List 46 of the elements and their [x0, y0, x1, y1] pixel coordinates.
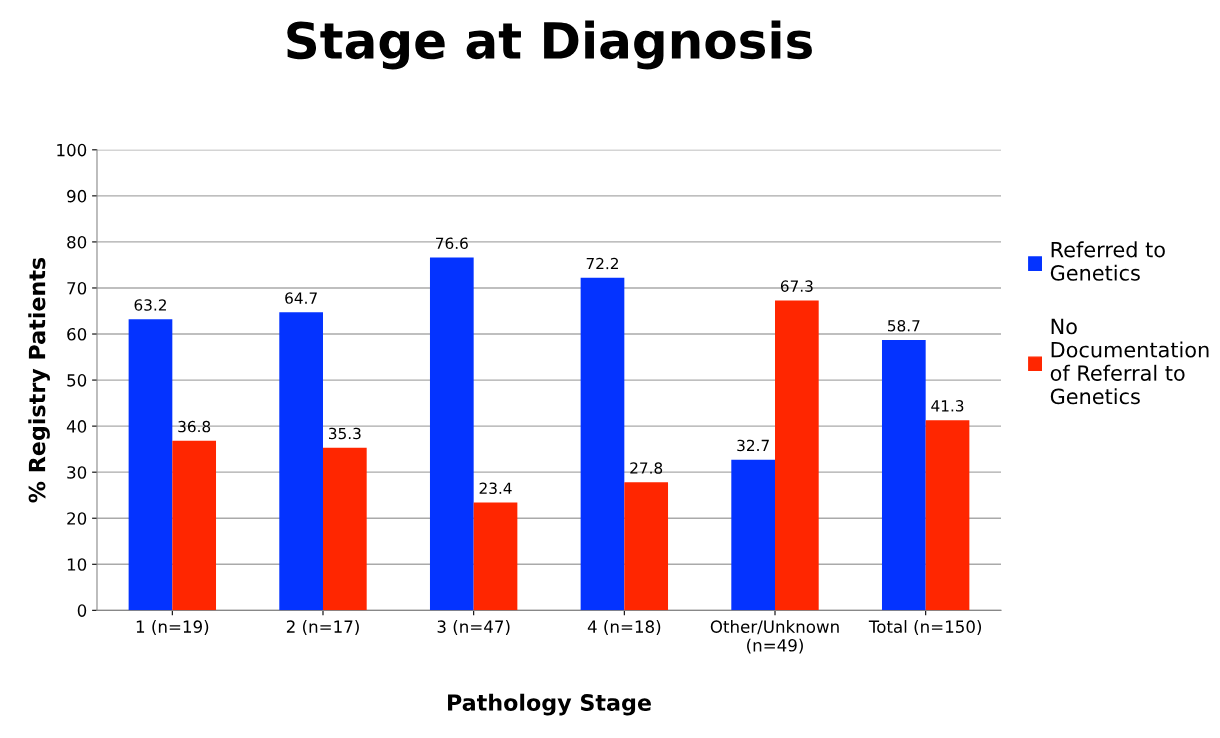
y-tick-label: 30 — [67, 466, 87, 479]
x-axis-title: Pathology Stage — [448, 693, 651, 716]
data-label: 67.3 — [780, 280, 813, 292]
bar — [925, 420, 970, 611]
y-tick-label: 60 — [67, 327, 87, 341]
data-label: 41.3 — [931, 400, 964, 412]
x-tick-label: 4 (n=18) — [587, 620, 661, 635]
bar — [429, 257, 474, 611]
y-tick-label: 90 — [67, 189, 87, 203]
x-tick-label: 2 (n=17) — [286, 620, 359, 635]
x-tick-label: 3 (n=47) — [437, 620, 510, 635]
bar — [881, 340, 926, 611]
data-label: 72.2 — [586, 257, 618, 270]
legend-label: No Documentation of Referral to Genetics — [1050, 318, 1209, 405]
data-label: 63.2 — [134, 299, 166, 311]
bar — [775, 300, 819, 611]
x-tick-label: Other/Unknown (n=49) — [710, 620, 839, 654]
y-tick-label: 10 — [67, 558, 87, 571]
y-tick-label: 100 — [57, 143, 87, 157]
bar — [172, 440, 217, 611]
x-tick-label: Total (n=150) — [868, 620, 982, 635]
y-tick-label: 40 — [66, 420, 87, 433]
data-label: 76.6 — [436, 237, 468, 250]
bar — [128, 319, 173, 611]
y-tick-label: 80 — [67, 235, 87, 249]
data-label: 58.7 — [888, 319, 920, 332]
y-tick-label: 70 — [67, 281, 87, 295]
data-label: 64.7 — [285, 292, 317, 304]
data-label: 35.3 — [329, 427, 361, 440]
data-label: 32.7 — [737, 439, 769, 452]
y-tick-label: 0 — [77, 604, 87, 617]
y-axis-title: % Registry Patients — [28, 257, 50, 503]
y-tick-label: 20 — [67, 512, 87, 525]
bar — [322, 447, 367, 611]
bar — [731, 459, 775, 611]
bar — [473, 502, 518, 611]
bar — [580, 277, 625, 611]
bar — [624, 482, 669, 611]
data-label: 36.8 — [178, 420, 211, 433]
data-label: 27.8 — [630, 462, 663, 474]
bar — [279, 312, 323, 611]
x-tick-label: 1 (n=19) — [136, 620, 209, 635]
chart-title: Stage at Diagnosis — [287, 20, 812, 70]
y-tick-label: 50 — [67, 374, 87, 387]
data-label: 23.4 — [479, 482, 512, 495]
legend-label: Referred to Genetics — [1050, 241, 1165, 281]
